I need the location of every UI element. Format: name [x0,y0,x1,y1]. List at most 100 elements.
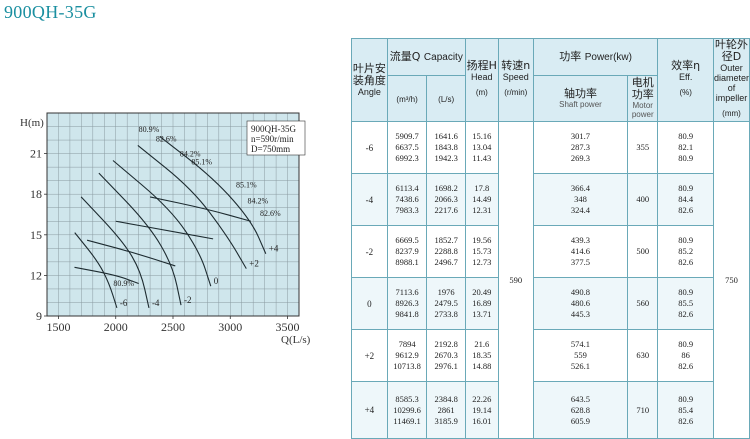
angle-curve [74,232,118,309]
cell-head: 21.6 18.35 14.88 [464,329,499,382]
value-capacity-m3h: 7113.6 [395,287,419,297]
performance-table: 叶片安装角度 Angle 流量Q Capacity 扬程H Head (m) 转… [351,38,750,439]
cell-shaft-power: 574.1 559 526.1 [532,329,629,382]
header-speed-en: Speed [502,72,529,82]
value-efficiency: 80.9 [678,235,694,245]
value-capacity-ls: 2496.7 [434,257,458,267]
value-capacity-m3h: 6637.5 [395,142,419,152]
header-capacity-ls: (L/s) [426,74,466,123]
header-power-zh: 功率 [559,49,582,63]
cell-shaft-power: 439.3 414.6 377.5 [532,225,629,278]
efficiency-contour [74,266,139,285]
header-motor-zh: 电机功率 [631,76,654,102]
value-capacity-ls: 2861 [437,404,455,415]
header-speed: 转速n Speed (r/min) [497,38,534,122]
header-shaft: 轴功率 Shaft power [532,74,629,123]
cell-efficiency: 80.9 86 82.6 [657,329,714,382]
value-capacity-m3h: 6113.4 [395,183,419,193]
x-tick-label: 1500 [46,320,70,334]
table-row: -2 6669.5 8237.9 8988.1 1852.7 2288.8 2496.7 19… [351,225,750,278]
x-tick-label: 2500 [161,320,185,334]
value-capacity-ls: 1698.2 [434,183,458,193]
value-shaft-power: 269.3 [570,153,591,163]
y-tick-label: 18 [30,187,42,201]
curve-angle-label: -4 [152,298,160,308]
value-capacity-ls: 2066.3 [434,194,458,204]
value-head: 11.43 [472,153,492,163]
cell-shaft-power: 490.8 480.6 445.3 [532,277,629,330]
cell-motor-power: 710 [627,381,659,439]
value-capacity-m3h: 8926.3 [395,298,419,308]
header-power-text: 功率 Power(kw) [534,49,657,63]
table-row: 0 7113.6 8926.3 9841.8 1976 2479.5 2733.8 20.49… [351,277,750,330]
value-head: 21.6 [474,339,490,349]
header-head: 扬程H Head (m) [464,38,499,122]
y-tick-label: 12 [30,268,42,282]
value-capacity-m3h: 10299.6 [393,404,421,415]
value-efficiency: 82.6 [678,361,694,371]
y-tick-label: 15 [30,228,42,242]
cell-motor-power: 560 [627,277,659,330]
header-shaft-zh: 轴功率 [563,86,597,100]
value-capacity-m3h: 7438.6 [395,194,419,204]
curve-angle-label: +4 [269,244,279,254]
header-head-zh: 扬程H [466,59,497,72]
header-eff: 效率η Eff. (%) [657,38,714,122]
value-capacity-m3h: 5909.7 [395,131,419,141]
value-head: 19.56 [472,235,492,245]
value-shaft-power: 605.9 [570,415,591,426]
value-head: 15.73 [472,246,492,256]
value-capacity-ls: 2670.3 [434,350,458,360]
value-efficiency: 85.2 [678,246,694,256]
cell-capacity-m3h: 5909.7 6637.5 6992.3 [386,121,428,174]
contour-label: 82.6% [260,209,281,218]
cell-head: 20.49 16.89 13.71 [464,277,499,330]
x-axis-label: Q(L/s) [281,334,311,346]
value-shaft-power: 366.4 [570,183,591,193]
value-shaft-power: 377.5 [570,257,591,267]
value-head: 12.73 [472,257,492,267]
value-efficiency: 80.9 [678,153,694,163]
value-shaft-power: 574.1 [570,339,591,349]
cell-motor-power: 355 [627,121,659,174]
cell-capacity-ls: 1852.7 2288.8 2496.7 [426,225,466,278]
value-head: 16.89 [472,298,492,308]
y-tick-label: 21 [30,147,42,161]
value-efficiency: 84.4 [678,194,694,204]
value-shaft-power: 559 [574,350,587,360]
value-head: 14.88 [472,361,492,371]
value-shaft-power: 526.1 [570,361,591,371]
header-head-en: Head [471,72,493,82]
cell-shaft-power: 643.5 628.8 605.9 [532,381,629,439]
cell-capacity-m3h: 7894 9612.9 10713.8 [386,329,428,382]
cell-capacity-m3h: 8585.3 10299.6 11469.1 [386,381,428,439]
cell-angle: 0 [351,277,388,330]
value-capacity-ls: 1641.6 [434,131,458,141]
value-capacity-ls: 2733.8 [434,309,458,319]
value-shaft-power: 414.6 [570,246,591,256]
value-capacity-ls: 2217.6 [434,205,458,215]
value-shaft-power: 628.8 [570,404,591,415]
cell-angle: -2 [351,225,388,278]
value-capacity-ls: 3185.9 [434,415,458,426]
cell-motor-power: 500 [627,225,659,278]
header-speed-zh: 转速n [501,59,531,72]
table-row: -6 5909.7 6637.5 6992.3 1641.6 1843.8 1942.3 15… [351,121,750,439]
angle-curves: -6 -4 -2 0 +2 +4 [74,136,279,309]
cell-speed: 590 [497,121,534,439]
cell-motor-power: 400 [627,173,659,226]
x-tick-label: 3500 [276,320,300,334]
value-shaft-power: 439.3 [570,235,591,245]
curve-angle-label: -2 [184,295,192,305]
value-capacity-m3h: 8585.3 [395,393,419,404]
angle-curve [112,160,212,287]
cell-efficiency: 80.9 84.4 82.6 [657,173,714,226]
value-head: 14.49 [472,194,492,204]
curve-angle-label: -6 [120,298,128,308]
header-angle-zh: 叶片安装角度 [352,62,386,87]
cell-capacity-ls: 2384.8 2861 3185.9 [426,381,466,439]
value-shaft-power: 490.8 [570,287,591,297]
value-head: 17.8 [474,183,490,193]
angle-curve [137,145,247,269]
value-efficiency: 82.6 [678,415,694,426]
